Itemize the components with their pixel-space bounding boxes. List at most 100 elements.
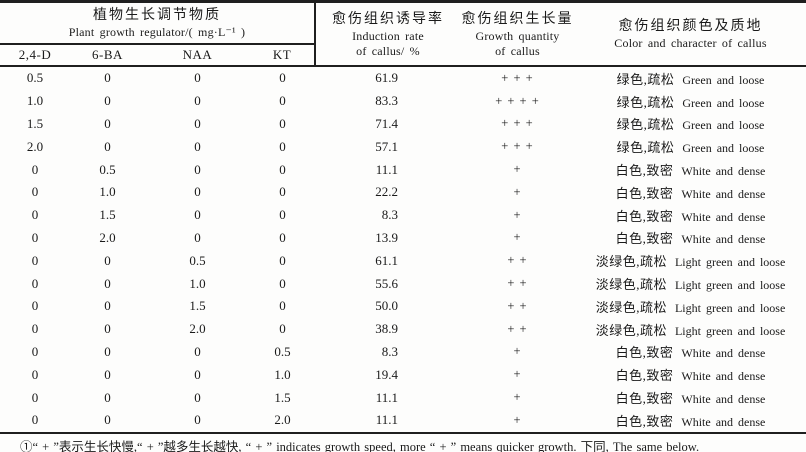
cell-kt: 0 bbox=[279, 138, 286, 154]
cell-color-character: 绿色,疏松 Green and loose bbox=[575, 90, 806, 113]
table-row: 0 0 2.0 0 38.9 + + 淡绿色,疏松 Light green and loose bbox=[0, 318, 806, 341]
cell-6ba: 0 bbox=[104, 138, 111, 154]
cell-6ba: 2.0 bbox=[99, 229, 116, 245]
cell-growth-quantity: + + bbox=[507, 321, 528, 336]
header-col-kt: KT bbox=[250, 44, 315, 67]
color-character-zh: 白色,致密 bbox=[615, 185, 674, 201]
cell-color-character: 白色,致密 White and dense bbox=[575, 408, 806, 434]
cell-kt: 0.5 bbox=[274, 343, 291, 359]
color-character-en: White and dense bbox=[681, 164, 766, 179]
table-row: 0 0 0 0.5 8.3 + 白色,致密 White and dense bbox=[0, 341, 806, 364]
cell-color-character: 淡绿色,疏松 Light green and loose bbox=[575, 249, 806, 272]
cell-24d: 0 bbox=[31, 229, 39, 245]
cell-24d: 0.5 bbox=[26, 70, 44, 86]
header-color-character: 愈伤组织颜色及质地 Color and character of callus bbox=[575, 1, 806, 67]
callus-induction-table: 植物生长调节物质 Plant growth regulator/( mg·L⁻¹… bbox=[0, 0, 806, 434]
cell-kt: 0 bbox=[279, 298, 286, 314]
cell-growth-quantity: + + + + bbox=[495, 93, 540, 108]
cell-color-character: 白色,致密 White and dense bbox=[575, 204, 806, 227]
color-character-en: White and dense bbox=[681, 414, 766, 429]
cell-induction-rate: 83.3 bbox=[375, 93, 398, 109]
cell-growth-quantity: + bbox=[513, 390, 522, 405]
cell-naa: 0.5 bbox=[189, 252, 206, 268]
cell-induction-rate: 19.4 bbox=[375, 366, 398, 382]
cell-24d: 1.0 bbox=[26, 93, 44, 109]
table-row: 2.0 0 0 0 57.1 + + + 绿色,疏松 Green and loose bbox=[0, 135, 806, 158]
cell-6ba: 0 bbox=[104, 343, 111, 359]
cell-induction-rate: 71.4 bbox=[375, 115, 398, 131]
table-row: 0 2.0 0 0 13.9 + 白色,致密 White and dense bbox=[0, 227, 806, 250]
cell-color-character: 白色,致密 White and dense bbox=[575, 181, 806, 204]
color-character-zh: 淡绿色,疏松 bbox=[595, 322, 667, 338]
color-character-zh: 白色,致密 bbox=[615, 231, 674, 247]
cell-color-character: 白色,致密 White and dense bbox=[575, 363, 806, 386]
cell-color-character: 绿色,疏松 Green and loose bbox=[575, 135, 806, 158]
table-row: 1.5 0 0 0 71.4 + + + 绿色,疏松 Green and loose bbox=[0, 113, 806, 136]
header-row-group: 植物生长调节物质 Plant growth regulator/( mg·L⁻¹… bbox=[0, 1, 806, 67]
table-row: 0 1.0 0 0 22.2 + 白色,致密 White and dense bbox=[0, 181, 806, 204]
cell-induction-rate: 11.1 bbox=[375, 389, 398, 405]
header-col-6ba: 6-BA bbox=[70, 44, 145, 67]
cell-naa: 0 bbox=[194, 184, 201, 200]
cell-6ba: 1.5 bbox=[99, 207, 116, 223]
cell-growth-quantity: + + bbox=[507, 253, 528, 268]
cell-24d: 0 bbox=[31, 161, 39, 177]
cell-kt: 0 bbox=[279, 229, 286, 245]
table-row: 0 0 0 1.0 19.4 + 白色,致密 White and dense bbox=[0, 363, 806, 386]
header-color-en: Color and character of callus bbox=[614, 36, 767, 50]
color-character-en: White and dense bbox=[681, 209, 766, 224]
cell-induction-rate: 57.1 bbox=[375, 138, 398, 154]
cell-growth-quantity: + + bbox=[507, 298, 528, 313]
cell-induction-rate: 61.9 bbox=[375, 70, 398, 86]
cell-growth-quantity: + bbox=[513, 184, 522, 199]
cell-24d: 0 bbox=[31, 184, 39, 200]
cell-color-character: 绿色,疏松 Green and loose bbox=[575, 66, 806, 90]
table-row: 0 0.5 0 0 11.1 + 白色,致密 White and dense bbox=[0, 158, 806, 181]
cell-growth-quantity: + + + bbox=[501, 139, 534, 154]
cell-induction-rate: 38.9 bbox=[375, 321, 398, 337]
cell-24d: 0 bbox=[31, 275, 39, 291]
table-row: 0 0 1.0 0 55.6 + + 淡绿色,疏松 Light green and loose bbox=[0, 272, 806, 295]
header-color-zh: 愈伤组织颜色及质地 bbox=[618, 19, 763, 34]
cell-growth-quantity: + bbox=[513, 230, 522, 245]
cell-24d: 2.0 bbox=[26, 138, 44, 154]
cell-induction-rate: 11.1 bbox=[375, 161, 398, 177]
cell-naa: 2.0 bbox=[189, 321, 206, 337]
header-induction-rate: 愈伤组织诱导率 Induction rate of callus/ % bbox=[314, 1, 460, 67]
cell-kt: 0 bbox=[279, 161, 286, 177]
cell-24d: 0 bbox=[31, 298, 39, 314]
table-row: 0.5 0 0 0 61.9 + + + 绿色,疏松 Green and loose bbox=[0, 66, 806, 90]
cell-kt: 0 bbox=[279, 93, 286, 109]
cell-24d: 0 bbox=[0, 408, 70, 434]
color-character-zh: 绿色,疏松 bbox=[616, 94, 675, 110]
cell-kt: 2.0 bbox=[250, 408, 315, 434]
cell-6ba: 0 bbox=[104, 115, 111, 131]
header-row-subcolumns: 2,4-D 6-BA NAA KT bbox=[0, 44, 806, 67]
cell-24d: 0 bbox=[31, 366, 39, 382]
cell-naa: 0 bbox=[194, 389, 201, 405]
header-growth-zh: 愈伤组织生长量 bbox=[461, 11, 574, 27]
cell-growth-quantity: + + + bbox=[501, 116, 534, 131]
cell-induction-rate: 50.0 bbox=[375, 298, 398, 314]
cell-naa: 0 bbox=[194, 93, 201, 109]
color-character-en: Green and loose bbox=[682, 72, 765, 87]
cell-growth-quantity: + bbox=[513, 344, 522, 359]
color-character-en: Green and loose bbox=[682, 141, 765, 156]
cell-induction-rate: 11.1 bbox=[315, 408, 460, 434]
cell-kt: 0 bbox=[279, 275, 286, 291]
table-row: 0 0 0.5 0 61.1 + + 淡绿色,疏松 Light green and loose bbox=[0, 249, 806, 272]
cell-naa: 1.5 bbox=[189, 298, 206, 314]
cell-6ba: 0 bbox=[104, 298, 111, 314]
header-growth-en2: of callus bbox=[495, 43, 540, 58]
cell-6ba: 1.0 bbox=[99, 184, 116, 200]
color-character-en: Green and loose bbox=[682, 118, 765, 133]
table-row: 0 0 1.5 0 50.0 + + 淡绿色,疏松 Light green and loose bbox=[0, 295, 806, 318]
color-character-zh: 白色,致密 bbox=[615, 345, 674, 361]
cell-naa: 0 bbox=[194, 229, 201, 245]
cell-6ba: 0 bbox=[70, 408, 145, 434]
color-character-en: White and dense bbox=[681, 369, 766, 384]
header-regulator-zh: 植物生长调节物质 bbox=[93, 8, 221, 23]
cell-naa: 1.0 bbox=[189, 275, 206, 291]
color-character-zh: 淡绿色,疏松 bbox=[595, 277, 667, 293]
color-character-en: Light green and loose bbox=[674, 255, 786, 270]
